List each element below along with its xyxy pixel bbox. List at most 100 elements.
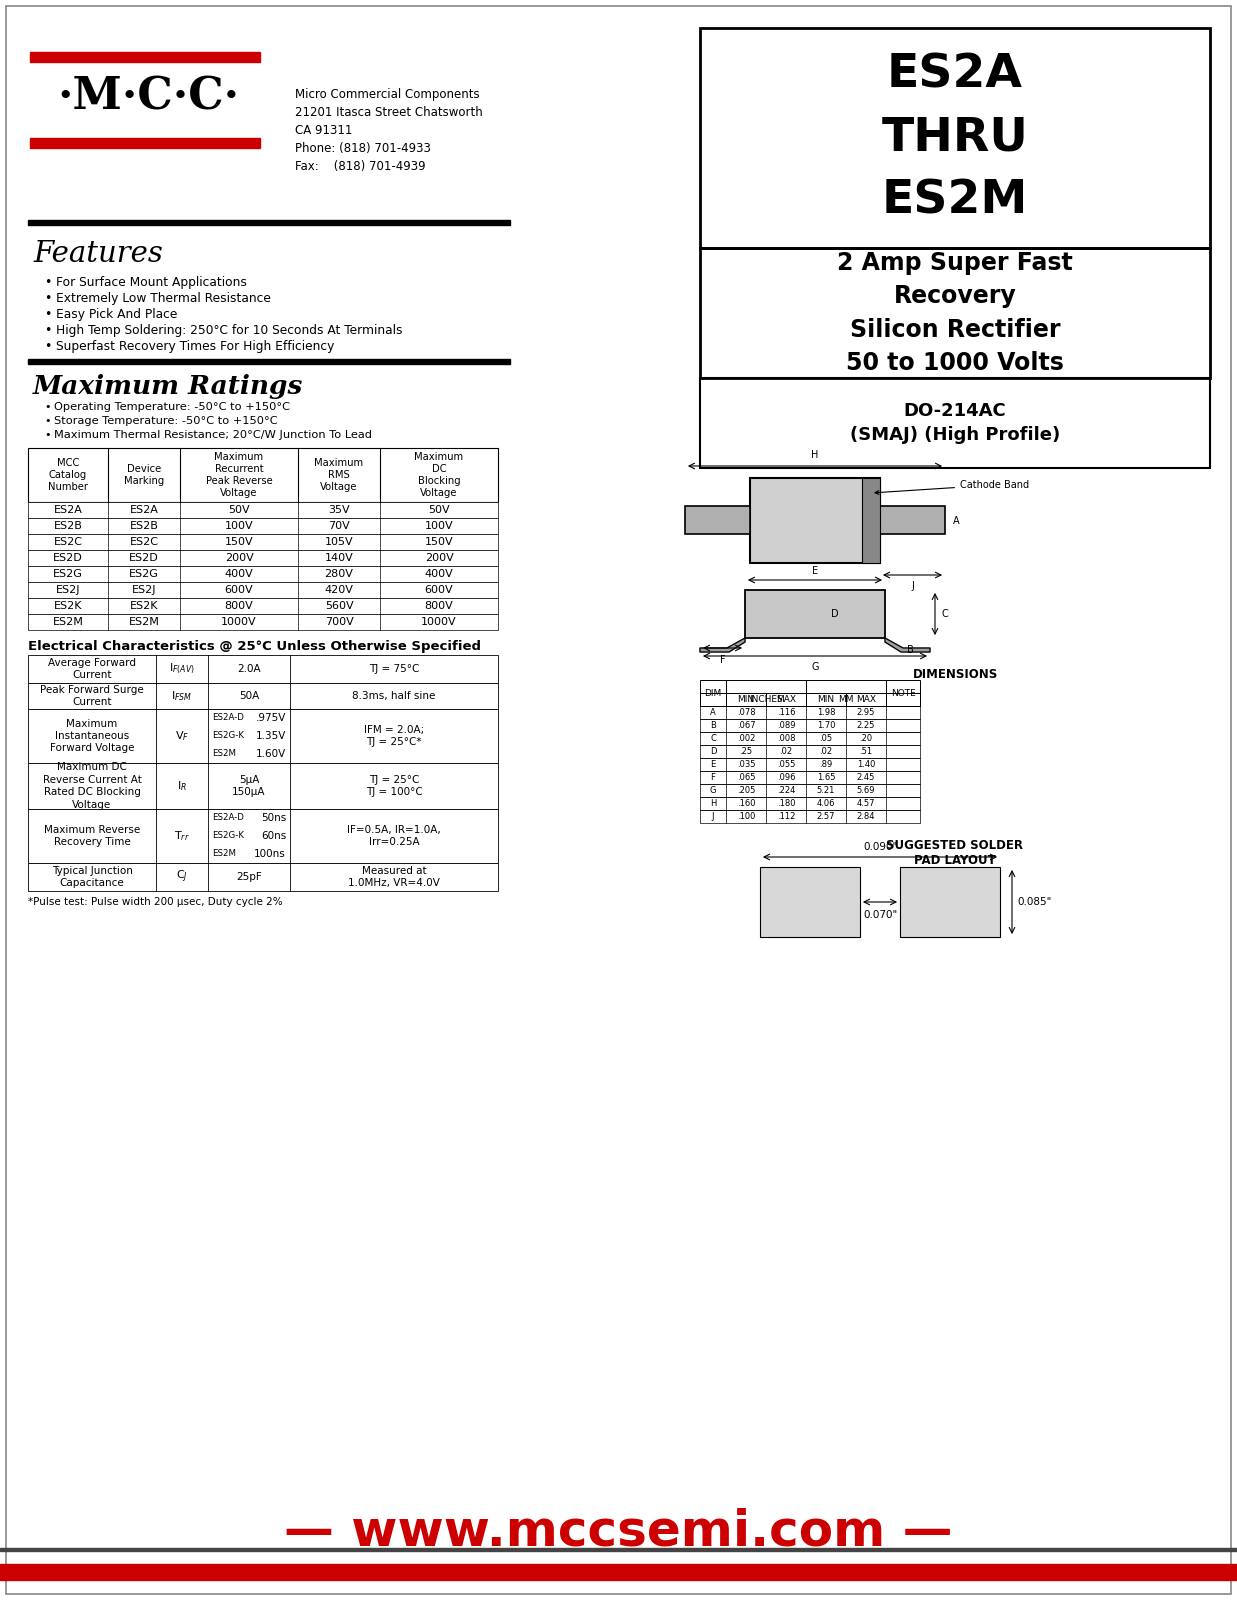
Text: ES2G-K: ES2G-K	[212, 832, 244, 840]
Text: E: E	[710, 760, 716, 770]
Text: 1.60V: 1.60V	[256, 749, 286, 758]
Text: 100ns: 100ns	[255, 850, 286, 859]
Text: Maximum
Instantaneous
Forward Voltage: Maximum Instantaneous Forward Voltage	[49, 718, 135, 754]
Text: J: J	[711, 813, 714, 821]
Text: •: •	[45, 291, 52, 306]
Text: Maximum
DC
Blocking
Voltage: Maximum DC Blocking Voltage	[414, 451, 464, 498]
Bar	[700, 733, 920, 746]
Text: SUGGESTED SOLDER
PAD LAYOUT: SUGGESTED SOLDER PAD LAYOUT	[887, 838, 1023, 867]
Text: .51: .51	[860, 747, 872, 757]
Text: 2.25: 2.25	[857, 722, 876, 730]
Text: B: B	[907, 645, 914, 654]
Bar	[862, 478, 880, 563]
Text: .160: .160	[737, 798, 756, 808]
Text: MIN: MIN	[737, 694, 755, 704]
Text: J: J	[912, 581, 914, 590]
Text: MCC
Catalog
Number: MCC Catalog Number	[48, 458, 88, 493]
Text: ES2B: ES2B	[53, 522, 83, 531]
Text: DIM: DIM	[704, 688, 721, 698]
Bar	[700, 378, 1210, 467]
Text: ES2A: ES2A	[130, 506, 158, 515]
Bar	[745, 590, 884, 638]
Bar	[28, 763, 499, 810]
Text: Device
Marking: Device Marking	[124, 464, 165, 486]
Bar	[28, 614, 499, 630]
Bar	[28, 518, 499, 534]
Bar	[700, 693, 920, 706]
Text: •: •	[45, 341, 52, 354]
Text: C: C	[941, 610, 948, 619]
Text: INCHES: INCHES	[750, 694, 783, 704]
Text: 2.57: 2.57	[816, 813, 835, 821]
Text: H: H	[811, 450, 819, 461]
Text: Peak Forward Surge
Current: Peak Forward Surge Current	[40, 685, 143, 707]
Text: D: D	[831, 610, 839, 619]
Text: I$_{F(AV)}$: I$_{F(AV)}$	[169, 662, 195, 677]
Text: IFM = 2.0A;
TJ = 25°C*: IFM = 2.0A; TJ = 25°C*	[364, 725, 424, 747]
Text: 1.65: 1.65	[816, 773, 835, 782]
Bar	[700, 248, 1210, 378]
Text: H: H	[710, 798, 716, 808]
Text: .112: .112	[777, 813, 795, 821]
Text: ES2K: ES2K	[130, 602, 158, 611]
Bar	[700, 706, 920, 718]
Text: C: C	[710, 734, 716, 742]
Bar	[28, 448, 499, 502]
Text: TJ = 75°C: TJ = 75°C	[369, 664, 419, 674]
Text: 60ns: 60ns	[261, 830, 286, 842]
Text: 150V: 150V	[225, 538, 254, 547]
Text: •: •	[45, 416, 51, 426]
Text: .002: .002	[737, 734, 755, 742]
Text: 35V: 35V	[328, 506, 350, 515]
Text: TJ = 25°C
TJ = 100°C: TJ = 25°C TJ = 100°C	[366, 774, 422, 797]
Text: 50V: 50V	[428, 506, 450, 515]
Text: ES2G: ES2G	[53, 570, 83, 579]
Text: MAX: MAX	[776, 694, 795, 704]
Text: Easy Pick And Place: Easy Pick And Place	[56, 307, 177, 322]
Text: 25pF: 25pF	[236, 872, 262, 882]
Text: Maximum
Recurrent
Peak Reverse
Voltage: Maximum Recurrent Peak Reverse Voltage	[205, 451, 272, 498]
Bar	[700, 27, 1210, 248]
Text: E: E	[811, 566, 818, 576]
Text: F: F	[710, 773, 715, 782]
Bar	[28, 582, 499, 598]
Text: .067: .067	[737, 722, 756, 730]
Text: 600V: 600V	[225, 586, 254, 595]
Text: .205: .205	[737, 786, 755, 795]
Text: ES2C: ES2C	[130, 538, 158, 547]
Text: .035: .035	[737, 760, 756, 770]
Bar	[28, 709, 499, 763]
Text: Electrical Characteristics @ 25°C Unless Otherwise Specified: Electrical Characteristics @ 25°C Unless…	[28, 640, 481, 653]
Text: 50A: 50A	[239, 691, 259, 701]
Text: 5.21: 5.21	[816, 786, 835, 795]
Bar	[28, 566, 499, 582]
Text: Maximum DC
Reverse Current At
Rated DC Blocking
Voltage: Maximum DC Reverse Current At Rated DC B…	[42, 762, 141, 810]
Bar	[880, 506, 945, 534]
Text: .02: .02	[819, 747, 833, 757]
Polygon shape	[884, 638, 930, 653]
Text: ES2G: ES2G	[129, 570, 158, 579]
Text: *Pulse test: Pulse width 200 μsec, Duty cycle 2%: *Pulse test: Pulse width 200 μsec, Duty …	[28, 898, 282, 907]
Bar	[28, 654, 499, 683]
Text: I$_R$: I$_R$	[177, 779, 187, 794]
Text: 2.84: 2.84	[857, 813, 876, 821]
Text: 400V: 400V	[225, 570, 254, 579]
Text: 150V: 150V	[424, 538, 453, 547]
Text: D: D	[710, 747, 716, 757]
Text: Storage Temperature: -50°C to +150°C: Storage Temperature: -50°C to +150°C	[54, 416, 277, 426]
Text: 280V: 280V	[324, 570, 354, 579]
Bar	[30, 138, 260, 149]
Text: 1.35V: 1.35V	[256, 731, 286, 741]
Text: 105V: 105V	[324, 538, 354, 547]
Text: MM: MM	[839, 694, 854, 704]
Text: •: •	[45, 323, 52, 338]
Text: 70V: 70V	[328, 522, 350, 531]
Text: A: A	[710, 707, 716, 717]
Bar	[28, 358, 510, 365]
Text: Cathode Band: Cathode Band	[875, 480, 1029, 494]
Text: .20: .20	[860, 734, 872, 742]
Text: F: F	[720, 654, 726, 666]
Text: Fax:    (818) 701-4939: Fax: (818) 701-4939	[294, 160, 426, 173]
Text: 50V: 50V	[228, 506, 250, 515]
Text: ES2A-D: ES2A-D	[212, 813, 244, 822]
